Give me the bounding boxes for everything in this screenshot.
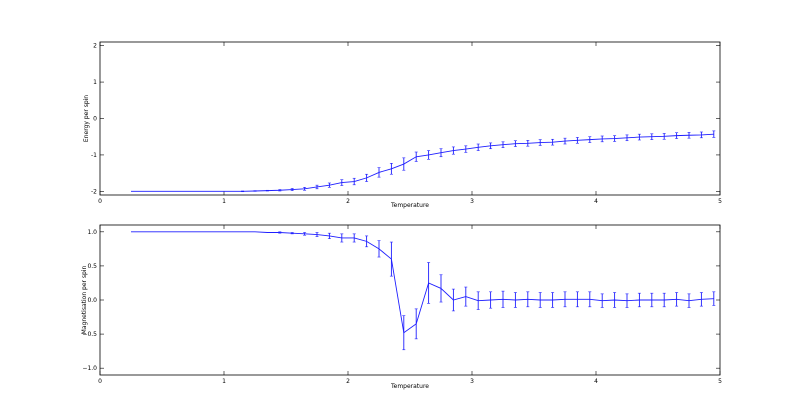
energy-y-axis-label: Energy per spin	[83, 95, 90, 142]
magnetisation-panel: 0 1 2 3 4 5 −1.0 −0.5 0.0 0.5 1.0 Temperature Magn…	[81, 224, 722, 390]
energy-panel: 0 1 2 3 4 5 -2 -1 0 1 2 Temperature Energy per spi…	[83, 41, 722, 209]
magnetisation-y-axis-label: Magnetisation per spin	[81, 265, 88, 334]
magnetisation-y-tick-label: 0.0	[87, 297, 97, 304]
magnetisation-x-tick-label: 2	[346, 378, 350, 385]
magnetisation-x-tick-label: 1	[222, 378, 226, 385]
energy-y-tick-label: 0	[93, 116, 97, 123]
energy-x-tick-label: 4	[594, 198, 598, 205]
magnetisation-y-tick-label: −0.5	[82, 331, 97, 338]
energy-x-tick-label: 1	[222, 198, 226, 205]
energy-marks	[131, 130, 716, 193]
energy-series-line	[131, 133, 714, 192]
energy-y-tick-label: 1	[93, 79, 97, 86]
energy-x-tick-label: 5	[718, 198, 722, 205]
magnetisation-x-tick-label: 5	[718, 378, 722, 385]
magnetisation-x-tick-label: 3	[470, 378, 474, 385]
energy-x-axis-label: Temperature	[390, 202, 429, 209]
magnetisation-y-tick-label: −1.0	[82, 365, 97, 372]
energy-x-tick-label: 0	[98, 198, 102, 205]
energy-ticks: 0 1 2 3 4 5 -2 -1 0 1 2	[91, 42, 722, 205]
energy-plot-frame	[99, 41, 721, 196]
magnetisation-y-tick-label: 0.5	[87, 263, 97, 270]
energy-x-tick-label: 3	[470, 198, 474, 205]
magnetisation-x-tick-label: 0	[98, 378, 102, 385]
energy-y-tick-label: 2	[93, 43, 97, 50]
magnetisation-y-tick-label: 1.0	[87, 229, 97, 236]
energy-y-tick-label: -2	[91, 188, 97, 195]
energy-y-tick-label: -1	[91, 152, 97, 159]
magnetisation-x-axis-label: Temperature	[390, 383, 429, 390]
magnetisation-x-tick-label: 4	[594, 378, 598, 385]
magnetisation-ticks: 0 1 2 3 4 5 −1.0 −0.5 0.0 0.5 1.0	[82, 225, 722, 385]
energy-x-tick-label: 2	[346, 198, 350, 205]
magnetisation-marks	[131, 231, 716, 351]
magnetisation-series-line	[131, 231, 714, 334]
